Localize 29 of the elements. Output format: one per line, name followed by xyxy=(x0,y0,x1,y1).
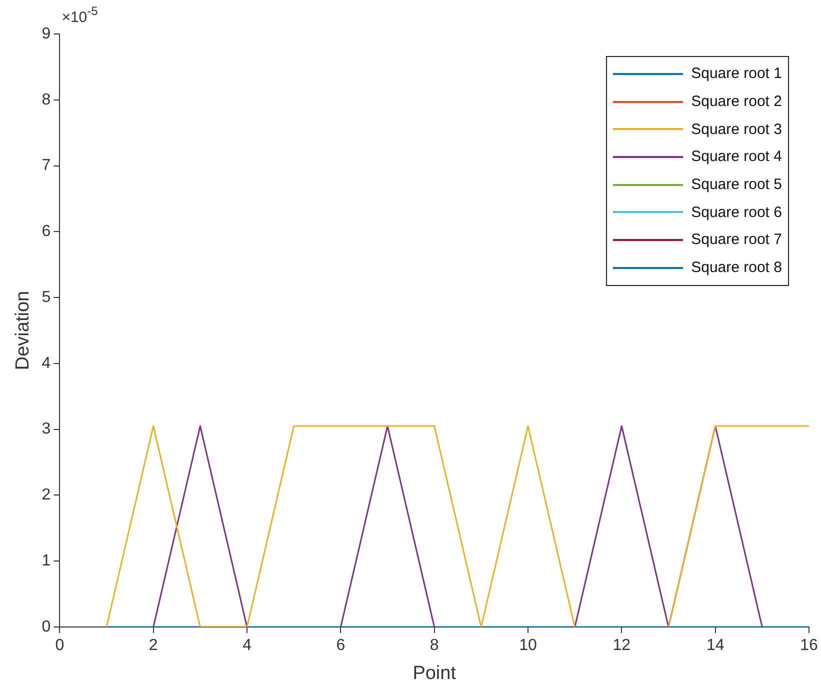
x-tick-label: 16 xyxy=(800,637,818,654)
x-tick-label: 4 xyxy=(242,637,252,654)
legend-label: Square root 3 xyxy=(691,120,782,138)
legend-label: Square root 7 xyxy=(691,231,782,248)
y-tick-label: 9 xyxy=(42,25,51,42)
y-tick-label: 1 xyxy=(42,552,51,570)
y-tick-label: 4 xyxy=(42,354,51,372)
y-tick-label: 5 xyxy=(42,288,51,306)
y-tick-label: 8 xyxy=(42,91,51,108)
legend-label: Square root 5 xyxy=(691,176,782,194)
x-tick-label: 8 xyxy=(430,637,439,654)
x-tick-label: 0 xyxy=(55,637,64,654)
x-tick-label: 2 xyxy=(148,637,158,654)
x-tick-label: 12 xyxy=(612,637,631,654)
legend-label: Square root 1 xyxy=(691,65,782,82)
y-tick-label: 7 xyxy=(42,157,51,174)
legend-label: Square root 6 xyxy=(691,204,782,221)
x-tick-label: 10 xyxy=(519,637,538,654)
y-tick-label: 2 xyxy=(42,486,51,504)
legend-label: Square root 8 xyxy=(691,259,782,276)
y-tick-label: 0 xyxy=(42,618,51,636)
legend-label: Square root 2 xyxy=(691,93,782,110)
y-axis-title: Deviation xyxy=(12,290,34,370)
x-axis-title: Point xyxy=(412,662,457,684)
x-tick-label: 6 xyxy=(336,637,346,654)
legend-label: Square root 4 xyxy=(691,148,782,166)
y-tick-label: 3 xyxy=(42,420,51,438)
x-tick-label: 14 xyxy=(706,637,724,654)
y-tick-label: 6 xyxy=(42,223,51,240)
